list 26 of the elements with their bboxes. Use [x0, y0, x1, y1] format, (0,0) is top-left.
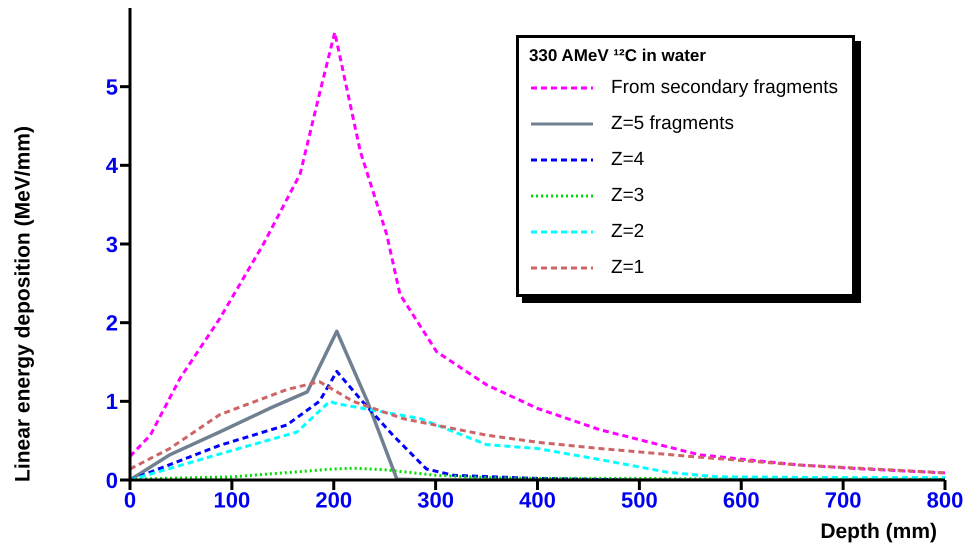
y-tick-label: 2 — [106, 310, 118, 336]
legend-label: From secondary fragments — [610, 77, 838, 99]
y-tick-label: 5 — [106, 74, 118, 100]
legend-label: Z=2 — [610, 221, 644, 243]
y-tick-label: 3 — [106, 232, 118, 257]
legend-label: Z=5 fragments — [610, 113, 734, 135]
line-series — [130, 380, 945, 474]
y-tick-label: 0 — [106, 468, 118, 493]
x-tick-label: 300 — [417, 488, 454, 513]
line-series — [130, 30, 945, 474]
legend-label: Z=1 — [610, 257, 644, 279]
y-tick-label: 4 — [106, 153, 119, 178]
x-tick-label: 800 — [926, 488, 964, 513]
y-tick-label: 1 — [106, 389, 118, 414]
x-tick-label: 600 — [722, 488, 760, 513]
y-axis-title: Linear energy deposition (MeV/mm) — [11, 126, 34, 482]
x-tick-label: 100 — [214, 488, 250, 513]
x-axis-title: Depth (mm) — [820, 520, 937, 543]
legend-label: Z=4 — [610, 149, 644, 171]
legend-title: 330 AMeV ¹²C in water — [528, 46, 707, 66]
x-tick-label: 700 — [824, 488, 862, 513]
x-tick-label: 500 — [621, 488, 658, 513]
x-tick-label: 200 — [315, 488, 352, 513]
legend-label: Z=3 — [610, 185, 644, 207]
x-tick-label: 0 — [124, 488, 136, 513]
x-tick-label: 400 — [519, 488, 556, 513]
